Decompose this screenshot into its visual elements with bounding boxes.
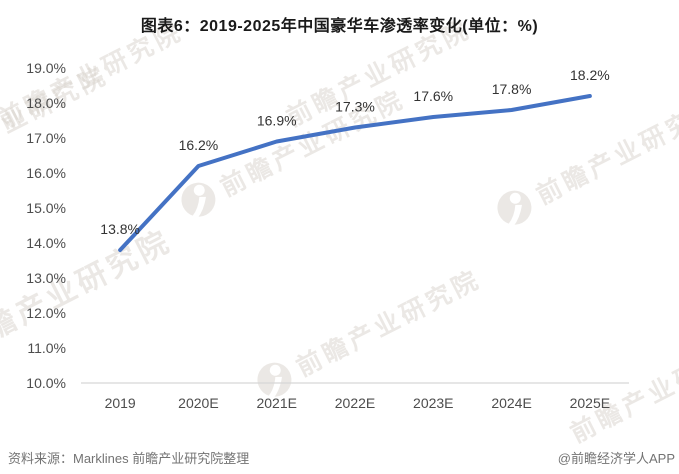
y-axis-tick-label: 14.0% xyxy=(26,235,66,251)
footer: 资料来源：Marklines 前瞻产业研究院整理 @前瞻经济学人APP xyxy=(0,448,679,466)
x-axis-tick-label: 2024E xyxy=(491,395,531,411)
x-axis-tick-label: 2021E xyxy=(256,395,296,411)
y-axis-tick-label: 12.0% xyxy=(26,305,66,321)
data-point-label: 17.3% xyxy=(335,99,375,115)
chart-title: 图表6：2019-2025年中国豪华车渗透率变化(单位：%) xyxy=(140,18,539,35)
data-point-label: 16.9% xyxy=(257,113,297,129)
y-axis-tick-label: 10.0% xyxy=(26,375,66,391)
data-point-label: 16.2% xyxy=(179,137,219,153)
y-axis-tick-label: 16.0% xyxy=(26,165,66,181)
y-axis-tick-label: 15.0% xyxy=(26,200,66,216)
y-axis-tick-label: 13.0% xyxy=(26,270,66,286)
credit-label: @前瞻经济学人APP xyxy=(557,451,675,466)
y-axis-tick-label: 11.0% xyxy=(27,340,66,356)
data-point-label: 13.8% xyxy=(100,221,140,237)
data-point-label: 17.8% xyxy=(492,81,532,97)
data-point-label: 17.6% xyxy=(413,88,453,104)
x-axis-tick-label: 2019 xyxy=(105,395,136,411)
source-label: 资料来源：Marklines 前瞻产业研究院整理 xyxy=(8,451,250,466)
x-axis-tick-label: 2025E xyxy=(570,395,610,411)
series-line xyxy=(118,94,592,252)
y-axis-tick-label: 19.0% xyxy=(26,60,66,76)
y-axis-tick-label: 17.0% xyxy=(26,130,66,146)
x-axis-tick-label: 2020E xyxy=(178,395,218,411)
y-axis-tick-label: 18.0% xyxy=(26,95,66,111)
x-axis-tick-label: 2023E xyxy=(413,395,453,411)
x-axis-tick-label: 2022E xyxy=(335,395,375,411)
data-point-label: 18.2% xyxy=(570,67,610,83)
